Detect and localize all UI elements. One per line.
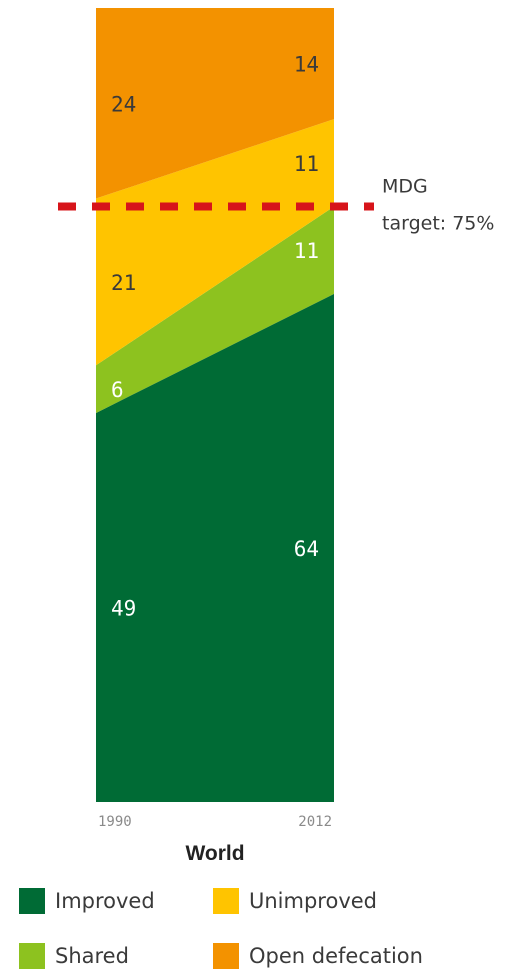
chart-title: World — [185, 842, 245, 865]
legend-label: Improved — [55, 889, 155, 913]
area-shared — [96, 206, 334, 413]
target-group: MDG target: 75% — [58, 176, 494, 235]
x-axis-ticks: 1990 2012 — [98, 814, 332, 830]
x-tick-1990: 1990 — [98, 814, 132, 830]
data-label-unimproved-1990: 21 — [111, 271, 136, 295]
legend-swatch — [19, 888, 45, 914]
area-improved — [96, 293, 334, 802]
legend-item-open-defecation: Open defecation — [213, 942, 423, 970]
legend-swatch — [19, 943, 45, 969]
data-label-shared-1990: 6 — [111, 378, 124, 402]
data-label-open-defecation-1990: 24 — [111, 92, 136, 116]
data-label-improved-1990: 49 — [111, 596, 136, 620]
data-label-unimproved-2012: 11 — [294, 152, 319, 176]
area-layers — [96, 8, 334, 802]
target-label-line2: target: 75% — [382, 213, 494, 235]
target-label-line1: MDG — [382, 176, 428, 198]
area-unimproved — [96, 119, 334, 366]
data-label-shared-2012: 11 — [294, 239, 319, 263]
legend-label: Shared — [55, 944, 129, 968]
legend-swatch — [213, 888, 239, 914]
legend-item-unimproved: Unimproved — [213, 887, 377, 915]
legend-item-shared: Shared — [19, 942, 129, 970]
x-tick-2012: 2012 — [298, 814, 332, 830]
data-labels: 49 64 6 11 21 11 24 14 — [111, 53, 319, 621]
data-label-open-defecation-2012: 14 — [294, 53, 319, 77]
data-label-improved-2012: 64 — [294, 537, 319, 561]
legend-swatch — [213, 943, 239, 969]
legend-item-improved: Improved — [19, 887, 155, 915]
legend-label: Unimproved — [249, 889, 377, 913]
legend-label: Open defecation — [249, 944, 423, 968]
area-open-defecation — [96, 8, 334, 199]
